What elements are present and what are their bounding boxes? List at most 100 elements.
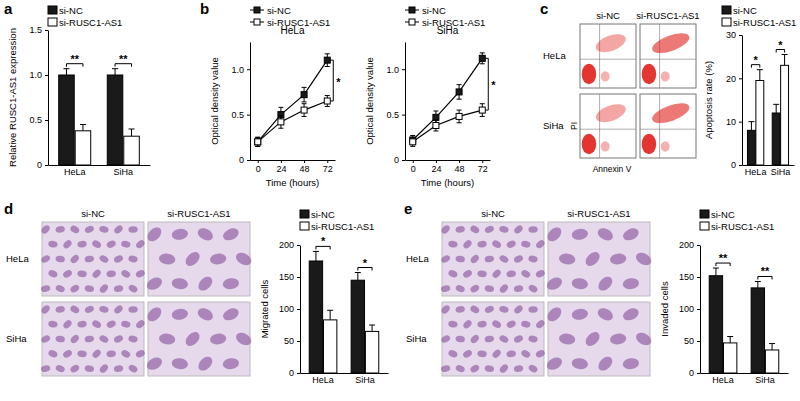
tick-label: 0.5: [29, 115, 42, 125]
cell: [491, 239, 502, 249]
error-bar: [748, 122, 754, 131]
y-axis-title: Migrated cells: [259, 279, 270, 338]
legend-label: si-NC: [311, 209, 335, 220]
cell: [69, 224, 80, 234]
cell: [491, 348, 502, 359]
significance-label: *: [336, 76, 341, 88]
tick-label: 0: [731, 160, 736, 170]
cell: [84, 225, 95, 235]
y-axis-title: Relative RUSC1-AS1 expression: [7, 28, 18, 167]
cell: [62, 269, 73, 279]
tick-label: 30: [726, 30, 736, 40]
cell: [98, 283, 109, 294]
micrograph: [42, 302, 144, 376]
cell: [448, 320, 458, 328]
cell: [40, 284, 51, 292]
marker: [410, 139, 416, 145]
bar: [781, 65, 789, 165]
significance-label: **: [119, 53, 128, 65]
tick-mark: [247, 160, 250, 161]
significance-bracket: [485, 58, 488, 110]
tick-mark: [258, 160, 259, 163]
tick: 72: [323, 160, 333, 174]
category-label: HeLa: [312, 375, 334, 385]
quadrant-line: [599, 24, 600, 88]
row-label: SiHa: [543, 120, 564, 131]
plot-area: [747, 55, 788, 166]
cell: [484, 225, 495, 235]
cell-cluster: [642, 134, 657, 154]
tick: 0: [256, 160, 261, 174]
cell: [469, 253, 480, 264]
marker: [479, 107, 485, 113]
tick-label: 0: [239, 155, 244, 165]
cell: [40, 364, 51, 372]
bar: [723, 343, 736, 373]
tick-label: 0.5: [386, 110, 399, 120]
cell: [69, 363, 80, 373]
tick: 0: [239, 155, 250, 165]
error-bar: [325, 54, 330, 67]
tick-mark: [739, 78, 742, 79]
tick: 1.0: [231, 65, 250, 75]
tick: 50: [284, 336, 300, 346]
cell: [145, 225, 164, 244]
cell: [498, 254, 509, 264]
marker: [324, 57, 330, 63]
cell-cluster: [661, 141, 670, 151]
tick: 100: [679, 304, 700, 314]
bar: [772, 113, 780, 165]
bar: [765, 350, 778, 373]
cell: [462, 269, 473, 279]
cell: [145, 355, 165, 372]
bar: [365, 331, 378, 373]
x-axis-title: Time (hours): [421, 177, 475, 188]
axis-line: [701, 373, 789, 374]
tick-mark: [297, 309, 300, 310]
flow-plot: [580, 94, 636, 158]
cell: [84, 365, 94, 373]
tick: 0: [289, 368, 300, 378]
cell: [440, 224, 451, 235]
cell: [47, 269, 58, 279]
cell: [91, 319, 102, 329]
bar: [747, 130, 755, 165]
tick-mark: [402, 160, 405, 161]
tick-label: 200: [679, 240, 694, 250]
significance-label: **: [761, 265, 770, 277]
cell: [535, 269, 546, 279]
cell: [98, 254, 109, 264]
legend-swatch: [722, 6, 731, 14]
error-bar: [112, 69, 118, 75]
cell: [171, 308, 189, 321]
y-axis-title: Apoptosis rate (%): [703, 61, 714, 139]
plot-area: [59, 69, 140, 165]
cell: [440, 334, 451, 344]
cell: [513, 224, 524, 235]
tick: SiHa: [355, 375, 375, 385]
cell: [571, 308, 589, 321]
legend: si-NCsi-RUSC1-AS1: [300, 209, 374, 232]
tick: 0: [411, 160, 416, 174]
cell: [558, 252, 576, 265]
marker: [433, 114, 439, 120]
tick: 10: [726, 117, 742, 127]
legend-label: si-RUSC1-AS1: [711, 221, 774, 232]
tick-mark: [459, 160, 460, 163]
cell: [113, 285, 123, 293]
tick-label: 24: [276, 164, 286, 174]
tick-mark: [413, 160, 414, 163]
axis: HeLaSiHa: [743, 166, 795, 178]
tick-mark: [247, 115, 250, 116]
tick-label: 1.5: [29, 25, 42, 35]
bar: [751, 288, 764, 373]
cell-cluster: [593, 101, 628, 126]
cell: [521, 240, 532, 248]
cell: [91, 268, 102, 279]
tick-mark: [45, 30, 48, 31]
cell-cluster: [661, 71, 670, 81]
marker: [456, 113, 462, 119]
tick: 1.0: [386, 65, 405, 75]
marker: [301, 92, 307, 98]
cell: [477, 320, 487, 328]
